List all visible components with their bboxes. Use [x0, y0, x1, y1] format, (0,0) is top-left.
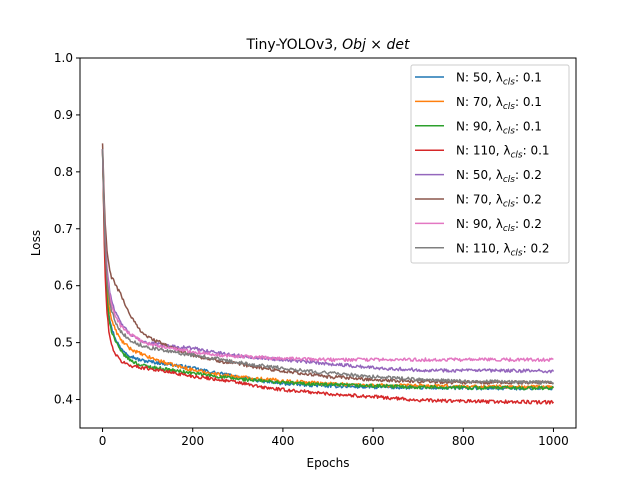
- legend-box: [410, 64, 570, 264]
- x-tick-label: 1000: [538, 434, 569, 448]
- series-line: [101, 149, 554, 363]
- axes-frame: [79, 57, 577, 429]
- legend-label: N: 70, λcls: 0.1: [456, 95, 542, 112]
- y-axis-label: Loss: [29, 230, 43, 256]
- x-tick-label: 800: [452, 434, 475, 448]
- x-axis-ticks: 0 200 400 600 800 1000: [99, 428, 569, 448]
- series-line: [101, 149, 554, 391]
- x-tick-label: 0: [99, 434, 107, 448]
- legend: N: 50, λcls: 0.1 N: 70, λcls: 0.1 N: 90, λ…: [410, 64, 570, 264]
- plot-series-group: [101, 143, 555, 405]
- x-axis-label: Epochs: [307, 456, 350, 470]
- y-tick-label: 1.0: [54, 51, 73, 65]
- legend-label: N: 50, λcls: 0.2: [456, 168, 542, 185]
- legend-label: N: 110, λcls: 0.1: [456, 144, 550, 161]
- legend-label: N: 90, λcls: 0.1: [456, 119, 542, 136]
- series-line: [101, 149, 555, 374]
- x-tick-label: 400: [271, 434, 294, 448]
- y-tick-label: 0.5: [54, 336, 73, 350]
- legend-label: N: 90, λcls: 0.2: [456, 217, 542, 234]
- legend-label: N: 50, λcls: 0.1: [456, 71, 542, 88]
- legend-label: N: 70, λcls: 0.2: [456, 193, 542, 210]
- y-axis-ticks: 0.4 0.5 0.6 0.7 0.8 0.9 1.0: [54, 51, 80, 407]
- x-tick-label: 600: [362, 434, 385, 448]
- y-tick-label: 0.7: [54, 222, 73, 236]
- chart-title: Tiny-YOLOv3, Obj × det: [246, 37, 410, 53]
- y-tick-label: 0.8: [54, 165, 73, 179]
- x-tick-label: 200: [181, 434, 204, 448]
- y-tick-label: 0.6: [54, 279, 73, 293]
- y-tick-label: 0.9: [54, 108, 73, 122]
- series-line: [101, 149, 555, 385]
- y-tick-label: 0.4: [54, 393, 73, 407]
- legend-label: N: 110, λcls: 0.2: [456, 241, 550, 258]
- series-line: [101, 149, 555, 405]
